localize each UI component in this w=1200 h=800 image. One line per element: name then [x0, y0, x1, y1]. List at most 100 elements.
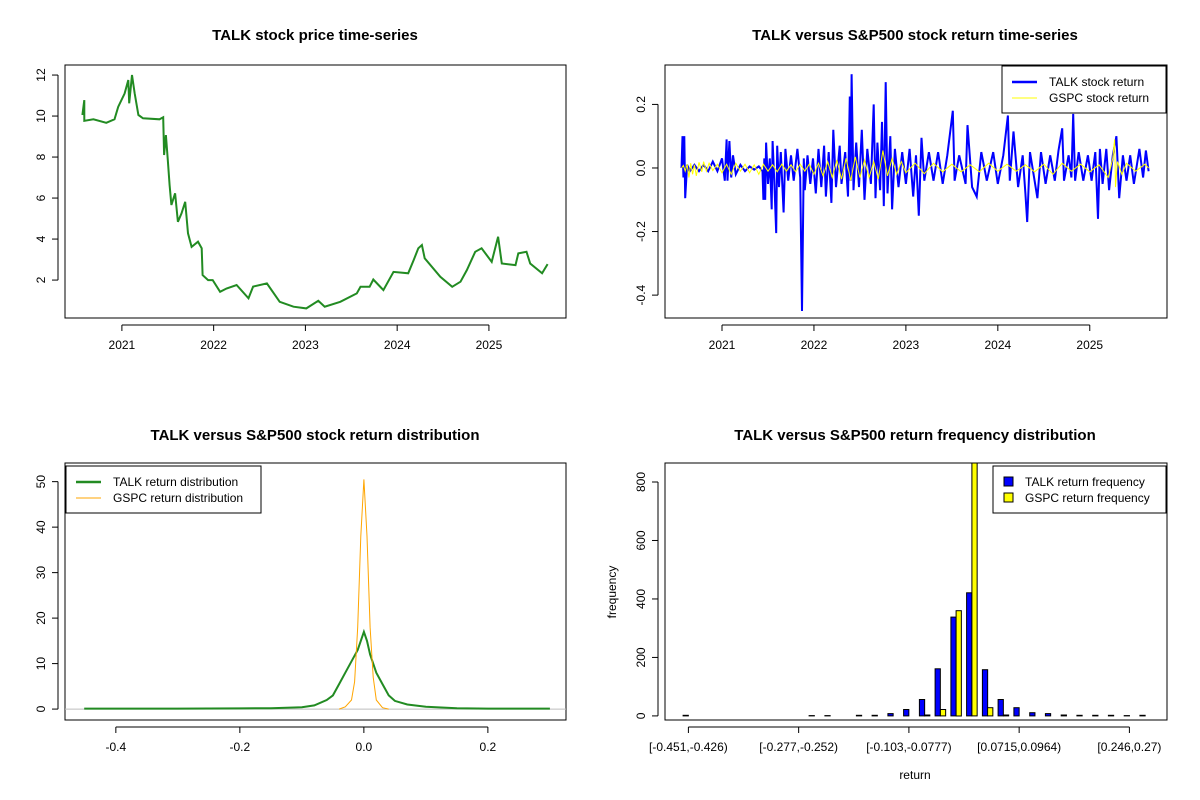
y-tick-label: 0.2: [634, 96, 648, 113]
legend-box: [992, 465, 1167, 514]
talk-price-line: [81, 74, 549, 310]
talk-frequency-bar: [887, 713, 894, 717]
legend-label-gspc: GSPC return distribution: [113, 491, 243, 505]
x-tick-label: 2021: [709, 338, 736, 352]
y-axis-label: frequency: [605, 566, 619, 619]
legend-label-gspc: GSPC return frequency: [1025, 491, 1150, 505]
gspc-frequency-bar: [971, 462, 978, 717]
talk-frequency-bar: [950, 616, 957, 717]
panel-4-x-axis: [-0.451,-0.426) [-0.277,-0.252) [-0.103,-0…: [649, 726, 1161, 754]
talk-frequency-bar: [1029, 712, 1036, 717]
x-tick-label: 2022: [200, 338, 227, 352]
plot-frame: [64, 462, 567, 721]
panel-3-axes: 0 10 20 30 40 50: [34, 462, 567, 721]
talk-frequency-bar: [981, 669, 989, 717]
legend-label-talk: TALK return distribution: [113, 475, 238, 489]
plot-frame: [664, 462, 1168, 721]
y-tick-label: 400: [634, 589, 648, 609]
panel1-title: TALK stock price time-series: [212, 27, 418, 44]
gspc-frequency-bar: [939, 709, 947, 717]
talk-frequency-bar: [934, 668, 941, 717]
x-tick-label: -0.4: [106, 740, 127, 754]
y-tick-label: 0.0: [634, 159, 648, 176]
x-tick-label: 2021: [109, 338, 136, 352]
panel-3-x-axis: -0.4 -0.2 0.0 0.2: [106, 726, 497, 754]
y-tick-label: 600: [634, 530, 648, 550]
talk-density-line: [84, 628, 550, 710]
y-tick-label: 2: [34, 276, 48, 283]
y-tick-label: 4: [34, 235, 48, 242]
panel-2-axes: -0.4 -0.2 0.0 0.2: [634, 64, 1168, 319]
y-tick-label: 20: [34, 611, 48, 625]
talk-frequency-bar: [966, 592, 973, 717]
panel-4-axes: 0 200 400 600 800: [634, 462, 1168, 721]
panel3-title: TALK versus S&P500 stock return distribu…: [151, 427, 480, 444]
y-tick-label: 200: [634, 647, 648, 667]
y-tick-label: 30: [34, 566, 48, 580]
y-tick-label: -0.4: [634, 284, 648, 305]
plot-frame: [664, 64, 1168, 319]
y-tick-label: 50: [34, 475, 48, 489]
x-tick-label: 2025: [1076, 338, 1103, 352]
x-axis-label: return: [899, 768, 930, 782]
talk-frequency-bar: [1139, 714, 1146, 717]
gspc-return-line: [681, 139, 1149, 188]
x-tick-label: [-0.277,-0.252): [759, 740, 838, 754]
talk-frequency-bar: [855, 714, 863, 717]
y-tick-label: 0: [634, 712, 648, 719]
panel-2-x-axis: 2021 2022 2023 2024 2025: [709, 324, 1103, 352]
gspc-frequency-bar: [924, 714, 931, 717]
x-tick-label: 2024: [984, 338, 1011, 352]
y-tick-label: 12: [34, 68, 48, 82]
x-tick-label: 2025: [476, 338, 503, 352]
legend-box: [1001, 65, 1167, 114]
y-tick-label: 8: [34, 153, 48, 160]
talk-frequency-bar: [1013, 707, 1020, 717]
legend-label-talk: TALK stock return: [1049, 75, 1144, 89]
legend-label-gspc: GSPC stock return: [1049, 91, 1149, 105]
panel4-title: TALK versus S&P500 return frequency dist…: [734, 427, 1095, 444]
legend-swatch-gspc: [1003, 492, 1014, 503]
x-tick-label: [0.246,0.27): [1097, 740, 1161, 754]
legend-returns: TALK stock return GSPC stock return: [1001, 65, 1167, 114]
y-tick-label: -0.2: [634, 221, 648, 242]
legend-label-talk: TALK return frequency: [1025, 475, 1145, 489]
panel-1-x-axis: 2021 2022 2023 2024 2025: [109, 324, 503, 352]
talk-frequency-bar: [997, 699, 1004, 717]
talk-frequency-bar: [682, 714, 689, 717]
talk-frequency-bar: [918, 699, 926, 717]
chart-marks: 2 4 6 8 10 12 2021 2022 2023 2024 2025 -0.4 -0.2 0.0 0…: [34, 64, 1168, 754]
x-tick-label: [0.0715,0.0964): [977, 740, 1061, 754]
x-tick-label: 2024: [384, 338, 411, 352]
x-tick-label: -0.2: [230, 740, 251, 754]
panel-1-axes: 2 4 6 8 10 12: [34, 64, 567, 319]
gspc-frequency-bar: [955, 610, 962, 717]
legend-frequency: TALK return frequency GSPC return freque…: [992, 465, 1167, 514]
talk-frequency-bar: [1092, 714, 1099, 717]
y-tick-label: 40: [34, 520, 48, 534]
y-tick-label: 10: [34, 109, 48, 123]
talk-frequency-bar: [1060, 714, 1067, 717]
gspc-frequency-bar: [1002, 714, 1010, 717]
panel2-title: TALK versus S&P500 stock return time-ser…: [752, 27, 1078, 44]
talk-frequency-bar: [1076, 714, 1083, 717]
y-tick-label: 0: [34, 705, 48, 712]
y-tick-label: 10: [34, 657, 48, 671]
y-tick-label: 6: [34, 194, 48, 201]
talk-frequency-bar: [903, 709, 910, 717]
legend-distribution: TALK return distribution GSPC return dis…: [65, 465, 262, 514]
x-tick-label: 0.0: [356, 740, 373, 754]
legend-swatch-talk: [1003, 476, 1014, 487]
talk-frequency-bar: [1107, 714, 1115, 717]
x-tick-label: 2022: [801, 338, 828, 352]
talk-frequency-bar: [871, 714, 878, 717]
legend-box: [65, 465, 262, 514]
gspc-frequency-bar: [987, 707, 994, 717]
talk-frequency-bar: [1044, 713, 1052, 717]
x-tick-label: 0.2: [480, 740, 497, 754]
y-tick-label: 800: [634, 472, 648, 492]
gspc-density-line: [338, 479, 389, 710]
x-tick-label: 2023: [292, 338, 319, 352]
